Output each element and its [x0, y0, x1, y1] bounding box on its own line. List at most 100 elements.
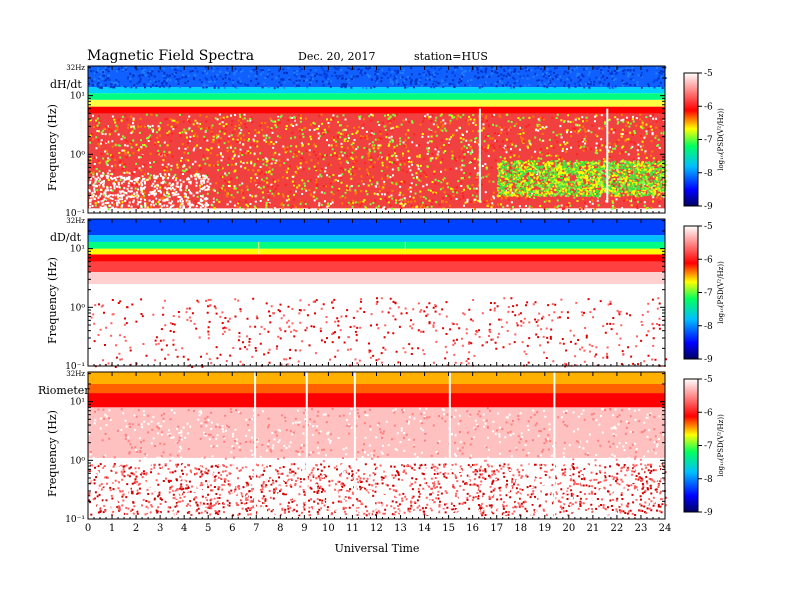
spectrum-speckle	[88, 172, 211, 215]
colorbar-tick-label: -9	[704, 355, 713, 365]
spectrum-band-red	[88, 393, 665, 408]
spectrum-band-cyan	[88, 235, 665, 242]
spectrum-streak	[606, 108, 609, 203]
x-tick-label: 12	[370, 523, 383, 534]
spectrum-band-pink	[88, 271, 665, 284]
colorbar-gradient	[683, 378, 699, 513]
x-tick-label: 9	[301, 523, 307, 534]
y-tick-label: 10⁰	[70, 303, 85, 313]
colorbar-tick-label: -6	[704, 408, 713, 418]
spectrum-streak	[448, 372, 451, 519]
colorbar-tick-label: -9	[704, 202, 713, 212]
spectrum-speckle	[90, 66, 667, 90]
y-tick-label: 10⁻¹	[65, 515, 85, 525]
colorbar-tick-label: -8	[704, 169, 713, 179]
x-tick-label: 21	[587, 523, 600, 534]
colorbar-tick-label: -5	[704, 222, 713, 232]
spectrum-speckle	[88, 407, 666, 462]
colorbar-label: log₁₀(PSD(V²/Hz))	[717, 261, 725, 324]
spectrogram-image	[88, 372, 667, 519]
y-tick-label: 10⁰	[70, 150, 85, 160]
figure-title: Magnetic Field Spectra	[87, 48, 254, 64]
y-tick-label: 10¹	[70, 398, 85, 408]
colorbar-tick-label: -6	[704, 102, 713, 112]
colorbar-tick-label: -7	[704, 289, 713, 299]
y-tick-label: 32Hz	[66, 370, 85, 378]
spectrum-speckle	[88, 463, 667, 517]
x-axis-title: Universal Time	[335, 542, 420, 555]
colorbar-gradient	[683, 72, 699, 207]
x-tick-label: 7	[253, 523, 259, 534]
spectrum-band-amber	[88, 372, 665, 384]
spectrum-speckle	[496, 160, 667, 198]
y-axis-title: Frequency (Hz)	[46, 257, 59, 344]
spectrum-speckle	[89, 407, 662, 463]
panel-label: dH/dt	[50, 78, 82, 91]
colorbar-gradient	[683, 225, 699, 360]
x-tick-label: 10	[322, 523, 335, 534]
spectrum-streak	[553, 372, 556, 519]
x-tick-label: 20	[562, 523, 575, 534]
y-tick-label: 10⁻¹	[65, 362, 85, 372]
spectrogram-panel-3: 0 1 2 3 4 5 6 7 8 9 10 11 12 13 14 15 16 17 18 19 20 21 22 23 24…	[38, 370, 725, 534]
y-tick-label: 10⁰	[70, 456, 85, 466]
x-tick-label: 4	[181, 523, 187, 534]
colorbar-tick-label: -6	[704, 255, 713, 265]
spectrum-speckle	[88, 463, 667, 517]
spectrum-band-green	[88, 93, 665, 100]
x-tick-label: 5	[205, 523, 211, 534]
spectrogram-image	[88, 66, 667, 215]
x-tick-label: 16	[466, 523, 479, 534]
colorbar-label: log₁₀(PSD(V²/Hz))	[717, 414, 725, 477]
spectrum-streak	[254, 372, 257, 519]
y-tick-label: 10¹	[70, 92, 85, 102]
colorbar: -5 -6 -7 -8 -9 log₁₀(PSD(V²/Hz))	[683, 375, 725, 518]
y-tick-label: 32Hz	[66, 217, 85, 225]
spectrum-band-yellow	[88, 248, 665, 255]
figure-station: station=HUS	[414, 50, 488, 63]
spectrogram-image	[88, 219, 668, 368]
x-tick-label: 18	[514, 523, 527, 534]
colorbar-tick-label: -7	[704, 136, 713, 146]
spectrum-band-red	[88, 254, 665, 262]
spectrum-band-blue	[88, 219, 665, 236]
spectrum-speckle	[93, 297, 668, 368]
x-tick-label: 6	[229, 523, 235, 534]
spectrum-band-orange	[88, 383, 665, 394]
x-tick-label: 22	[611, 523, 624, 534]
x-tick-label: 15	[442, 523, 455, 534]
figure-date: Dec. 20, 2017	[298, 50, 375, 63]
spectrum-streak	[258, 241, 260, 255]
colorbar: -5 -6 -7 -8 -9 log₁₀(PSD(V²/Hz))	[683, 69, 725, 212]
spectrum-speckle	[89, 113, 665, 211]
x-tick-label: 2	[133, 523, 139, 534]
colorbar: -5 -6 -7 -8 -9 log₁₀(PSD(V²/Hz))	[683, 222, 725, 365]
x-tick-label: 23	[635, 523, 648, 534]
panel-label: Riometer	[38, 384, 90, 397]
x-tick-label: 19	[538, 523, 551, 534]
spectrum-speckle	[90, 297, 667, 367]
spectrum-band-red-high	[88, 106, 665, 114]
y-axis-title: Frequency (Hz)	[46, 410, 59, 497]
spectrum-speckle	[88, 66, 664, 89]
spectrum-band-red-light	[88, 261, 665, 272]
y-axis-title: Frequency (Hz)	[46, 104, 59, 191]
spectrum-streak	[353, 372, 356, 519]
colorbar-tick-label: -7	[704, 442, 713, 452]
x-tick-label: 14	[418, 523, 431, 534]
x-tick-label: 1	[109, 523, 115, 534]
spectrum-streak	[404, 241, 406, 255]
colorbar-tick-label: -5	[704, 69, 713, 79]
colorbar-tick-label: -8	[704, 322, 713, 332]
colorbar-tick-label: -8	[704, 475, 713, 485]
colorbar-label: log₁₀(PSD(V²/Hz))	[717, 108, 725, 171]
x-tick-label: 13	[394, 523, 407, 534]
y-tick-label: 10¹	[70, 245, 85, 255]
spectrum-streak	[305, 372, 308, 519]
y-tick-label: 32Hz	[66, 64, 85, 72]
x-tick-label: 11	[346, 523, 359, 534]
y-tick-label: 10⁻¹	[65, 209, 85, 219]
